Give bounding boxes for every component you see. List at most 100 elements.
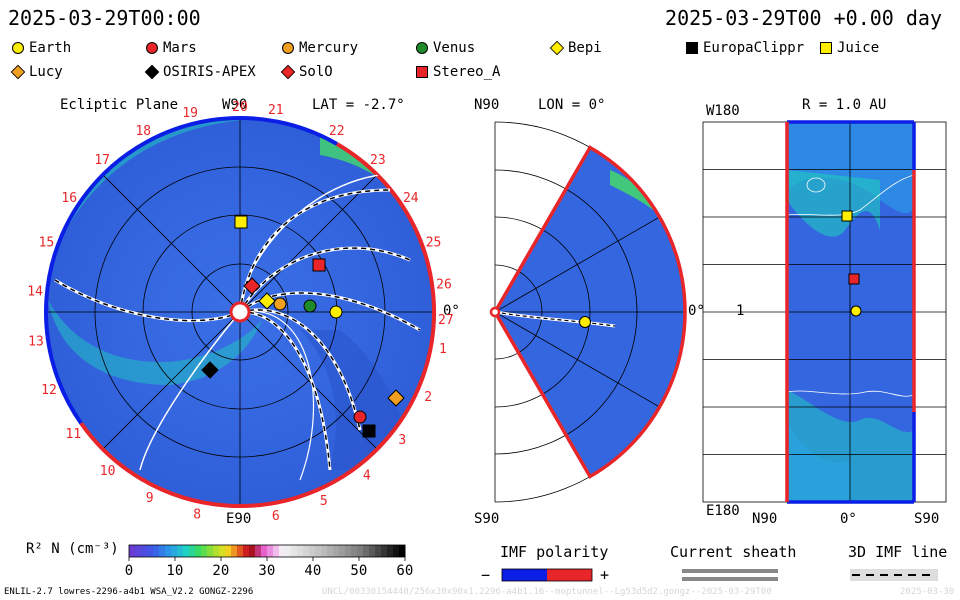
meridional-s90-label: S90 xyxy=(474,511,500,527)
osiris-apex-marker-ecliptic xyxy=(201,361,219,379)
carrington-number: 27 xyxy=(438,313,454,328)
legend-item-bepi: Bepi xyxy=(549,40,602,56)
carrington-number: 6 xyxy=(272,509,280,524)
mercury-marker-ecliptic xyxy=(273,297,287,311)
legend-label: Lucy xyxy=(29,64,63,80)
radial-e180-label: E180 xyxy=(706,503,740,519)
carrington-number: 4 xyxy=(363,468,371,483)
mercury-circle-icon xyxy=(282,42,294,54)
colorbar-tick-label: 60 xyxy=(396,563,414,579)
meridional-plane-panel xyxy=(489,121,687,503)
venus-marker-ecliptic xyxy=(303,299,317,313)
carrington-number: 17 xyxy=(94,153,110,168)
stereo-a-square-icon xyxy=(416,66,428,78)
legend-label: Stereo_A xyxy=(433,64,501,80)
radial-s90-label: S90 xyxy=(914,511,940,527)
legend-label: OSIRIS-APEX xyxy=(163,64,256,80)
carrington-number: 25 xyxy=(426,236,442,251)
sun-marker-ecliptic xyxy=(229,301,251,323)
earth-marker-ecliptic xyxy=(329,305,343,319)
legend-label: EuropaClippr xyxy=(703,40,805,56)
colorbar-tick-label: 40 xyxy=(304,563,322,579)
imf-positive-swatch xyxy=(547,569,592,581)
carrington-number: 8 xyxy=(193,507,201,522)
carrington-number: 15 xyxy=(39,236,55,251)
bepi-marker-ecliptic xyxy=(258,292,276,310)
juice-square-icon xyxy=(820,42,832,54)
meridional-n90-label: N90 xyxy=(474,97,500,113)
carrington-number: 2 xyxy=(424,390,432,405)
radial-w180-label: W180 xyxy=(706,103,740,119)
legend-label: Earth xyxy=(29,40,72,56)
legend-label: Mars xyxy=(163,40,197,56)
carrington-number: 23 xyxy=(370,153,386,168)
legend-item-juice: Juice xyxy=(820,40,879,56)
carrington-number: 12 xyxy=(41,383,57,398)
datetime-right: 2025-03-29T00 +0.00 day xyxy=(665,6,942,30)
earth-circle-icon xyxy=(12,42,24,54)
imf-plus-label: + xyxy=(600,566,610,584)
carrington-number: 1 xyxy=(439,342,447,357)
carrington-number: 21 xyxy=(268,103,284,118)
sun-marker-meridional xyxy=(489,306,501,318)
carrington-number: 22 xyxy=(329,124,345,139)
carrington-number: 5 xyxy=(320,494,328,509)
legend-item-mercury: Mercury xyxy=(282,40,358,56)
ecliptic-rim-positive xyxy=(79,142,436,508)
carrington-number: 9 xyxy=(146,491,154,506)
earth-marker-radial xyxy=(850,305,862,317)
imf-polarity-bar xyxy=(501,568,593,582)
legend-item-earth: Earth xyxy=(12,40,71,56)
carrington-number: 3 xyxy=(398,433,406,448)
imf-minus-label: − xyxy=(481,566,491,584)
colorbar-label: R² N (cm⁻³) xyxy=(26,541,119,557)
carrington-number: 14 xyxy=(27,284,43,299)
ecliptic-w90-label: W90 xyxy=(222,97,248,113)
legend-label: SolO xyxy=(299,64,333,80)
radial-zero-label: 0° xyxy=(840,511,857,527)
radial-one-label: 1 xyxy=(736,303,745,319)
juice-marker-radial xyxy=(841,210,853,222)
legend-label: Mercury xyxy=(299,40,359,56)
current-sheath-label: Current sheath xyxy=(670,543,797,561)
imf-polarity-label: IMF polarity xyxy=(500,543,609,561)
ecliptic-lat-label: LAT = -2.7° xyxy=(312,97,405,113)
legend-label: Venus xyxy=(433,40,476,56)
colorbar-tick-label: 10 xyxy=(166,563,184,579)
legend-item-solo: SolO xyxy=(280,64,333,80)
mars-circle-icon xyxy=(146,42,158,54)
ecliptic-rim-negative xyxy=(44,116,338,425)
colorbar-tick-label: 50 xyxy=(350,563,368,579)
carrington-number: 10 xyxy=(100,464,116,479)
venus-circle-icon xyxy=(416,42,428,54)
carrington-number: 24 xyxy=(403,191,419,206)
carrington-number: 11 xyxy=(66,427,82,442)
legend-item-venus: Venus xyxy=(416,40,475,56)
europaclippr-marker-ecliptic xyxy=(362,424,376,438)
legend-item-europaclippr: EuropaClippr xyxy=(686,40,804,56)
stereo-a-marker-radial xyxy=(848,273,860,285)
radial-n90-label: N90 xyxy=(752,511,778,527)
legend-item-lucy: Lucy xyxy=(10,64,63,80)
legend-label: Juice xyxy=(837,40,880,56)
solo-marker-ecliptic xyxy=(243,277,261,295)
mars-marker-ecliptic xyxy=(353,410,367,424)
carrington-number: 20 xyxy=(232,100,248,115)
earth-marker-meridional xyxy=(579,316,591,328)
europaclippr-square-icon xyxy=(686,42,698,54)
ecliptic-title: Ecliptic Plane xyxy=(60,97,179,113)
juice-marker-ecliptic xyxy=(234,215,248,229)
ecliptic-zero-label: 0° xyxy=(443,303,460,319)
colorbar-tick-label: 30 xyxy=(258,563,276,579)
meridional-zero-label: 0° xyxy=(688,303,705,319)
footer-date: 2025-03-30 xyxy=(900,587,955,597)
colorbar-tick-label: 0 xyxy=(124,563,134,579)
colorbar xyxy=(128,544,406,561)
imf-line-label: 3D IMF line xyxy=(848,543,948,561)
legend-label: Bepi xyxy=(568,40,602,56)
footer-run-id: UNCL/00330154440/256x30x90x1.2296-a4b1.1… xyxy=(322,587,772,597)
stereo-a-marker-ecliptic xyxy=(312,258,326,272)
meridional-lon-label: LON = 0° xyxy=(538,97,606,113)
